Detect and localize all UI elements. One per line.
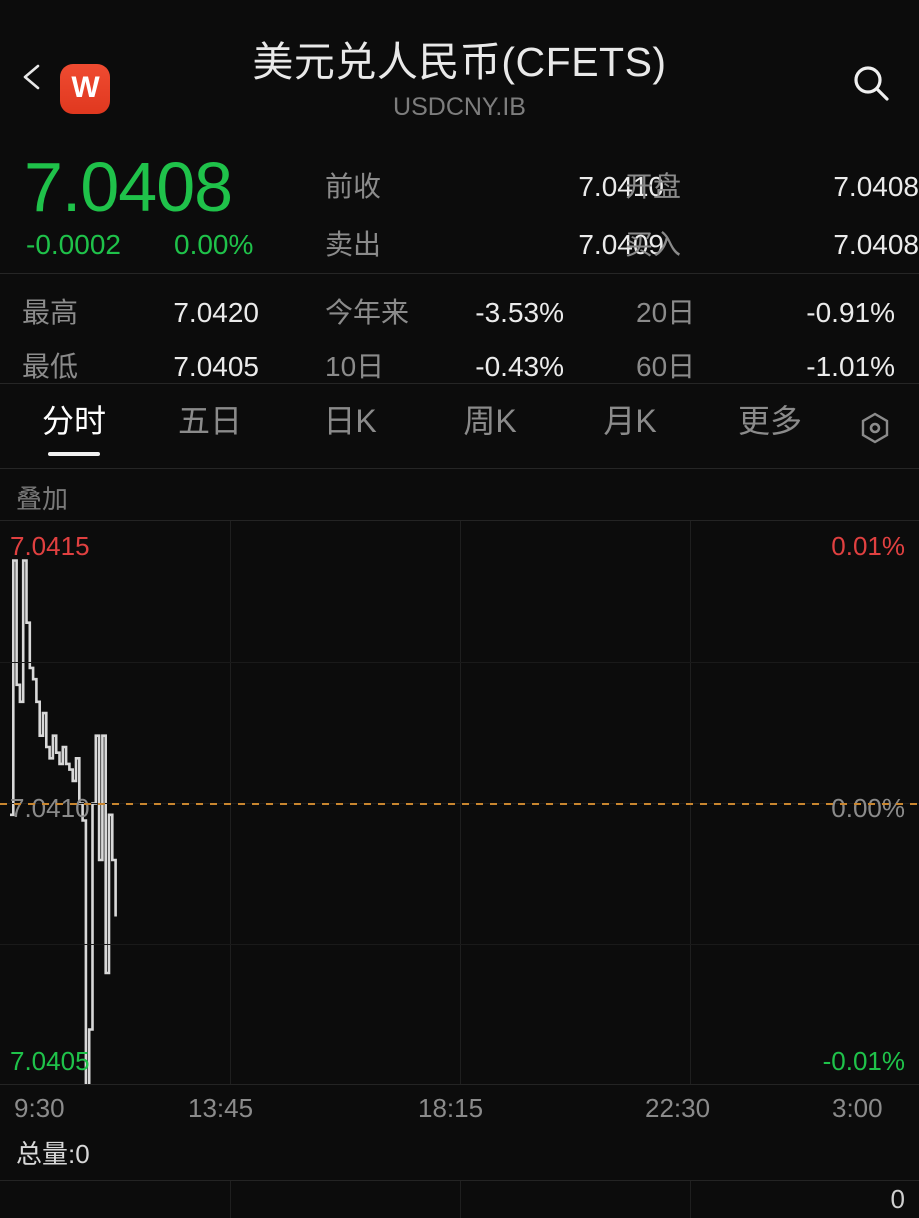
header-title-block: 美元兑人民币(CFETS) USDCNY.IB	[0, 36, 919, 124]
y-axis-label-left-3: 7.0405	[10, 1046, 90, 1076]
kv-label: 前收	[325, 171, 382, 202]
chart-panel[interactable]: 叠加 7.0415 0.01% 7.0410 0.00% 7.0405 -0.01% 9:…	[0, 470, 919, 1218]
quote-summary: 7.0408 -0.0002 0.00% 前收 7.0410 开盘 7.0408 卖出 7…	[0, 140, 919, 273]
page-subtitle: USDCNY.IB	[393, 93, 526, 121]
price-change-percent: 0.00%	[174, 229, 254, 260]
divider-stats	[0, 383, 919, 384]
stat-label: 20日	[636, 297, 696, 328]
y-axis-label-right-1: 0.01%	[831, 531, 905, 561]
chart-period-tabs[interactable]: 分时 五日 日K 周K 月K 更多	[0, 392, 919, 468]
intraday-plot[interactable]: 7.0415 0.01% 7.0410 0.00% 7.0405 -0.01%	[0, 520, 919, 1085]
hexagon-settings-icon[interactable]	[853, 406, 897, 450]
tab-label: 月K	[603, 403, 657, 439]
stat-value: -1.01%	[806, 351, 895, 382]
stat-value: -3.53%	[475, 297, 564, 328]
kv-value: 7.0410	[578, 171, 664, 202]
stat-value: -0.43%	[475, 351, 564, 382]
price-change-absolute: -0.0002	[26, 229, 121, 260]
stat-value: 7.0420	[173, 297, 259, 328]
divider-quote	[0, 273, 919, 274]
vertical-gridline-2	[460, 521, 461, 1084]
quote-key-values: 前收 7.0410 开盘 7.0408 卖出 7.0409 买入 7.0408	[325, 140, 919, 273]
prev-close-reference-line	[0, 803, 919, 805]
volume-gridline-3	[690, 1181, 691, 1218]
tab-label: 更多	[737, 403, 802, 439]
logo-letter: W	[71, 71, 99, 104]
x-axis-tick-2: 13:45	[188, 1093, 254, 1123]
price-line-series	[10, 559, 117, 1084]
tab-1[interactable]: 分时	[22, 392, 126, 468]
x-axis-tick-3: 18:15	[418, 1093, 484, 1123]
stat-value: -0.91%	[806, 297, 895, 328]
kv-label: 买入	[625, 229, 682, 260]
tab-label: 日K	[323, 403, 377, 439]
tab-5[interactable]: 月K	[578, 392, 682, 468]
kv-value: 7.0408	[833, 171, 919, 202]
stat-label: 今年来	[325, 297, 410, 328]
divider-tabs	[0, 468, 919, 469]
tab-label: 周K	[463, 403, 517, 439]
volume-total-label: 总量:0	[16, 1139, 90, 1169]
kv-value: 7.0408	[833, 229, 919, 260]
volume-axis-max: 0	[890, 1184, 905, 1214]
vertical-gridline-1	[230, 521, 231, 1084]
app-logo-badge[interactable]: W	[60, 64, 110, 114]
back-chevron-icon[interactable]	[18, 62, 48, 92]
overlay-button[interactable]: 叠加	[16, 484, 69, 514]
y-axis-label-left-1: 7.0415	[10, 531, 90, 561]
tab-4[interactable]: 周K	[438, 392, 542, 468]
last-price: 7.0408	[24, 148, 233, 226]
stat-label: 10日	[325, 351, 385, 382]
tab-3[interactable]: 日K	[298, 392, 402, 468]
volume-plot[interactable]: 0	[0, 1180, 919, 1218]
kv-label: 卖出	[325, 229, 382, 260]
tab-label: 五日	[177, 403, 242, 439]
y-axis-label-right-3: -0.01%	[822, 1046, 905, 1076]
stat-label: 最低	[22, 351, 79, 382]
horizontal-gridline-3	[0, 944, 919, 945]
page-title: 美元兑人民币(CFETS)	[252, 39, 667, 85]
tab-2[interactable]: 五日	[158, 392, 262, 468]
volume-gridline-1	[230, 1181, 231, 1218]
y-axis-label-right-2: 0.00%	[831, 793, 905, 823]
stat-label: 最高	[22, 297, 79, 328]
vertical-gridline-3	[690, 521, 691, 1084]
volume-gridline-2	[460, 1181, 461, 1218]
tab-6[interactable]: 更多	[718, 392, 822, 468]
kv-label: 开盘	[625, 171, 682, 202]
horizontal-gridline-1	[0, 662, 919, 663]
x-axis-tick-1: 9:30	[14, 1093, 65, 1123]
time-axis: 9:30 13:45 18:15 22:30 3:00	[0, 1088, 919, 1128]
kv-value: 7.0409	[578, 229, 664, 260]
tab-label: 分时	[41, 403, 106, 439]
x-axis-tick-4: 22:30	[645, 1093, 711, 1123]
quote-stats: 最高 7.0420 今年来 -3.53% 20日 -0.91% 最低 7.0405 10日 -0.…	[0, 278, 919, 383]
search-icon[interactable]	[849, 62, 893, 106]
app-header: W 美元兑人民币(CFETS) USDCNY.IB	[0, 0, 919, 140]
x-axis-tick-5: 3:00	[832, 1093, 883, 1123]
stat-label: 60日	[636, 351, 696, 382]
stat-value: 7.0405	[173, 351, 259, 382]
y-axis-label-left-2: 7.0410	[10, 793, 90, 823]
